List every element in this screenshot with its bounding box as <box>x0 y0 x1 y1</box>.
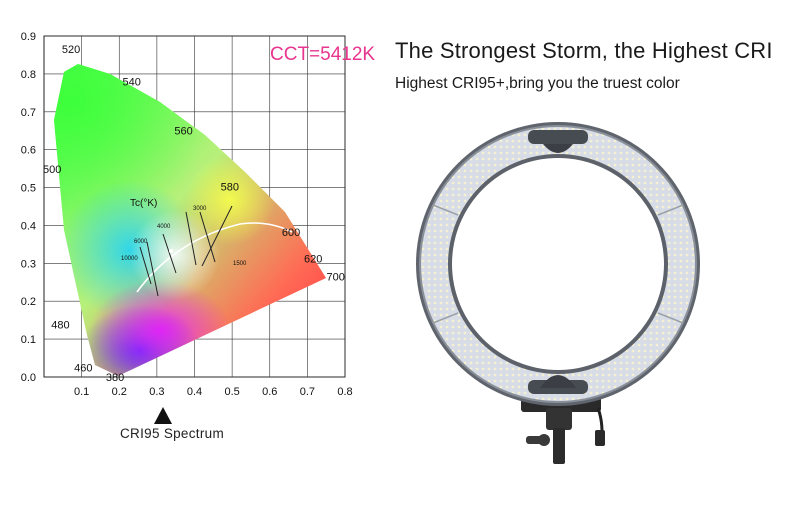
subline: Highest CRI95+,bring you the truest colo… <box>395 75 680 92</box>
cct-line-6000 <box>146 241 159 297</box>
x-tick-label: 0.1 <box>74 386 89 398</box>
y-tick-label: 0.9 <box>21 31 36 43</box>
y-tick-label: 0.2 <box>21 296 36 308</box>
spectrum-caption: CRI95 Spectrum <box>120 426 224 441</box>
wavelength-labels: 520 540 560 580 600 620 700 500 480 460 380 <box>43 44 345 384</box>
y-tick-label: 0.1 <box>21 334 36 346</box>
cct-point <box>169 249 173 253</box>
x-tick-label: 0.5 <box>224 386 239 398</box>
wavelength-label-540: 540 <box>123 76 141 88</box>
headline: The Strongest Storm, the Highest CRI <box>395 38 773 63</box>
wavelength-label-520: 520 <box>62 44 80 56</box>
x-tick-label: 0.4 <box>187 386 202 398</box>
wavelength-label-580: 580 <box>221 181 239 193</box>
cct-line-10000 <box>139 246 152 285</box>
y-tick-label: 0.7 <box>21 107 36 119</box>
cct-line-1500 <box>201 205 233 267</box>
x-tick-label: 0.6 <box>262 386 277 398</box>
wavelength-label-380: 380 <box>106 372 124 384</box>
x-tick-label: 0.7 <box>300 386 315 398</box>
x-tick-label: 0.8 <box>337 386 352 398</box>
cct-label-1500: 1500 <box>233 261 247 267</box>
ring-clip-bottom <box>540 375 576 388</box>
chart-ticks: 0.1 0.2 0.3 0.4 0.5 0.6 0.7 0.8 0.0 0.1 0.2 0.3 0.4 0… <box>21 31 353 398</box>
wavelength-label-620: 620 <box>304 253 322 265</box>
y-tick-label: 0.3 <box>21 258 36 270</box>
cct-value: CCT=5412K <box>270 44 376 65</box>
cct-label-10000: 10000 <box>121 256 138 262</box>
cct-line-labels: 10000 6000 4000 3000 1500 <box>121 206 247 267</box>
y-tick-label: 0.4 <box>21 220 36 232</box>
wavelength-label-480: 480 <box>51 320 69 332</box>
wavelength-label-600: 600 <box>282 227 300 239</box>
planck-label: Tc(°K) <box>130 198 157 209</box>
wavelength-label-460: 460 <box>74 363 92 375</box>
x-tick-label: 0.2 <box>112 386 127 398</box>
cct-line-4000 <box>162 233 177 274</box>
y-tick-label: 0.0 <box>21 372 36 384</box>
y-tick-label: 0.6 <box>21 145 36 157</box>
wavelength-label-500: 500 <box>43 164 61 176</box>
spectral-locus <box>54 64 326 376</box>
cct-label-4000: 4000 <box>157 224 171 230</box>
wavelength-label-700: 700 <box>327 272 345 284</box>
y-tick-label: 0.8 <box>21 69 36 81</box>
cct-line-3000 <box>185 211 197 266</box>
x-tick-label: 0.3 <box>149 386 164 398</box>
wavelength-label-560: 560 <box>174 126 192 138</box>
ring-light-mount <box>521 396 605 464</box>
planckian-locus <box>136 205 293 297</box>
cct-label-3000: 3000 <box>193 206 207 212</box>
cct-label-6000: 6000 <box>134 239 148 245</box>
marker-triangle <box>154 407 172 424</box>
ring-light <box>416 122 700 464</box>
y-tick-label: 0.5 <box>21 183 36 195</box>
cct-line-2500 <box>199 211 216 263</box>
